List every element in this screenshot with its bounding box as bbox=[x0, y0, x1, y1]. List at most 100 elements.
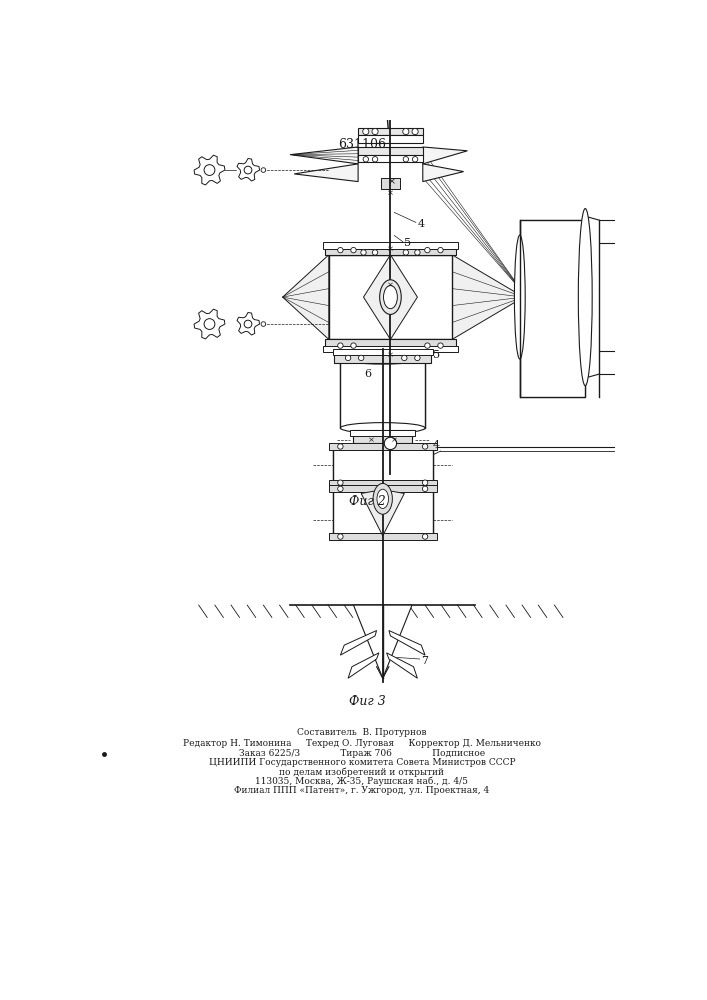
Text: ЦНИИПИ Государственного комитета Совета Министров СССР: ЦНИИПИ Государственного комитета Совета … bbox=[209, 758, 515, 767]
Text: Фиг 2: Фиг 2 bbox=[349, 495, 386, 508]
Polygon shape bbox=[340, 631, 377, 655]
Circle shape bbox=[373, 157, 378, 162]
Text: ×: × bbox=[387, 351, 394, 359]
Polygon shape bbox=[237, 312, 259, 335]
Bar bbox=[381, 178, 399, 189]
Bar bbox=[520, 220, 585, 397]
Polygon shape bbox=[363, 255, 417, 339]
Circle shape bbox=[244, 320, 252, 328]
Polygon shape bbox=[283, 255, 329, 339]
Bar bbox=[325, 246, 456, 255]
Bar bbox=[329, 485, 437, 492]
Circle shape bbox=[438, 247, 443, 253]
Bar bbox=[358, 147, 423, 156]
Bar bbox=[322, 346, 458, 352]
Ellipse shape bbox=[373, 483, 392, 514]
Bar bbox=[340, 359, 425, 428]
Circle shape bbox=[204, 319, 215, 329]
Circle shape bbox=[415, 250, 420, 255]
Text: ×: × bbox=[387, 245, 394, 253]
Ellipse shape bbox=[380, 280, 402, 314]
Circle shape bbox=[403, 250, 409, 255]
Polygon shape bbox=[423, 164, 464, 182]
Polygon shape bbox=[291, 147, 358, 164]
Text: по делам изобретений и открытий: по делам изобретений и открытий bbox=[279, 767, 445, 777]
Polygon shape bbox=[237, 158, 259, 181]
Circle shape bbox=[363, 128, 369, 135]
Text: 7: 7 bbox=[421, 656, 428, 666]
Polygon shape bbox=[348, 653, 379, 678]
Text: Фиг 3: Фиг 3 bbox=[349, 695, 386, 708]
Circle shape bbox=[338, 534, 343, 539]
Circle shape bbox=[403, 157, 409, 162]
Text: ×: × bbox=[387, 282, 394, 290]
Text: ×: × bbox=[368, 436, 375, 444]
Polygon shape bbox=[294, 164, 358, 182]
Circle shape bbox=[373, 250, 378, 255]
Circle shape bbox=[346, 355, 351, 361]
Circle shape bbox=[385, 437, 397, 450]
Circle shape bbox=[371, 459, 379, 466]
Bar bbox=[351, 430, 415, 436]
Circle shape bbox=[425, 247, 430, 253]
Text: 6: 6 bbox=[364, 369, 371, 379]
Text: ×: × bbox=[391, 436, 398, 444]
Circle shape bbox=[204, 165, 215, 175]
Bar bbox=[333, 349, 433, 355]
Text: 5: 5 bbox=[404, 238, 411, 248]
Circle shape bbox=[412, 157, 418, 162]
Text: Филиал ППП «Патент», г. Ужгород, ул. Проектная, 4: Филиал ППП «Патент», г. Ужгород, ул. Про… bbox=[234, 786, 489, 795]
Text: Редактор Н. Тимонина     Техред О. Луговая     Корректор Д. Мельниченко: Редактор Н. Тимонина Техред О. Луговая К… bbox=[183, 739, 541, 748]
Bar bbox=[329, 255, 452, 339]
Text: ×: × bbox=[388, 177, 396, 186]
Bar bbox=[333, 490, 433, 536]
Text: 4: 4 bbox=[417, 219, 424, 229]
Bar bbox=[340, 359, 425, 428]
Ellipse shape bbox=[340, 353, 425, 364]
Circle shape bbox=[361, 250, 366, 255]
Text: 631106: 631106 bbox=[338, 138, 386, 151]
Circle shape bbox=[438, 343, 443, 348]
Circle shape bbox=[358, 355, 364, 361]
Circle shape bbox=[261, 168, 266, 172]
Circle shape bbox=[422, 444, 428, 449]
Circle shape bbox=[422, 534, 428, 539]
Ellipse shape bbox=[340, 423, 425, 433]
Circle shape bbox=[415, 355, 420, 361]
Text: 113035, Москва, Ж-35, Раушская наб., д. 4/5: 113035, Москва, Ж-35, Раушская наб., д. … bbox=[255, 777, 469, 786]
Circle shape bbox=[372, 128, 378, 135]
Bar bbox=[358, 135, 423, 143]
Circle shape bbox=[261, 322, 266, 326]
Bar bbox=[354, 252, 428, 259]
Circle shape bbox=[402, 355, 407, 361]
Text: ×: × bbox=[387, 189, 394, 197]
Circle shape bbox=[338, 486, 343, 492]
Polygon shape bbox=[387, 653, 417, 678]
Circle shape bbox=[338, 247, 343, 253]
Bar bbox=[520, 220, 585, 397]
Circle shape bbox=[338, 343, 343, 348]
Polygon shape bbox=[194, 155, 225, 185]
Text: 5: 5 bbox=[433, 350, 440, 360]
Bar bbox=[329, 480, 437, 486]
Circle shape bbox=[338, 444, 343, 449]
Ellipse shape bbox=[383, 286, 397, 309]
Text: Заказ 6225/3              Тираж 706              Подписное: Заказ 6225/3 Тираж 706 Подписное bbox=[239, 749, 485, 758]
Bar bbox=[333, 447, 433, 482]
Text: 4: 4 bbox=[433, 440, 440, 450]
Bar bbox=[329, 533, 437, 540]
Bar bbox=[322, 242, 458, 249]
Bar bbox=[333, 447, 433, 482]
Bar bbox=[334, 353, 431, 363]
Circle shape bbox=[351, 343, 356, 348]
Bar bbox=[354, 430, 412, 443]
Polygon shape bbox=[361, 490, 404, 536]
Polygon shape bbox=[389, 631, 425, 655]
Circle shape bbox=[422, 486, 428, 492]
Circle shape bbox=[403, 128, 409, 135]
Circle shape bbox=[351, 247, 356, 253]
Text: Составитель  В. Протурнов: Составитель В. Протурнов bbox=[297, 728, 427, 737]
Circle shape bbox=[363, 157, 368, 162]
Circle shape bbox=[244, 166, 252, 174]
Polygon shape bbox=[452, 255, 524, 339]
